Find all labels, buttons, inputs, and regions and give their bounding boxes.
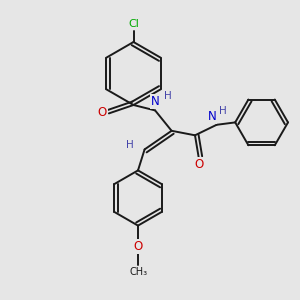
Text: Cl: Cl bbox=[128, 19, 139, 29]
Text: N: N bbox=[208, 110, 217, 123]
Text: O: O bbox=[194, 158, 203, 171]
Text: H: H bbox=[126, 140, 134, 150]
Text: CH₃: CH₃ bbox=[130, 267, 148, 277]
Text: O: O bbox=[134, 240, 142, 253]
Text: H: H bbox=[164, 91, 172, 101]
Text: N: N bbox=[151, 95, 160, 108]
Text: O: O bbox=[98, 106, 107, 119]
Text: H: H bbox=[219, 106, 227, 116]
